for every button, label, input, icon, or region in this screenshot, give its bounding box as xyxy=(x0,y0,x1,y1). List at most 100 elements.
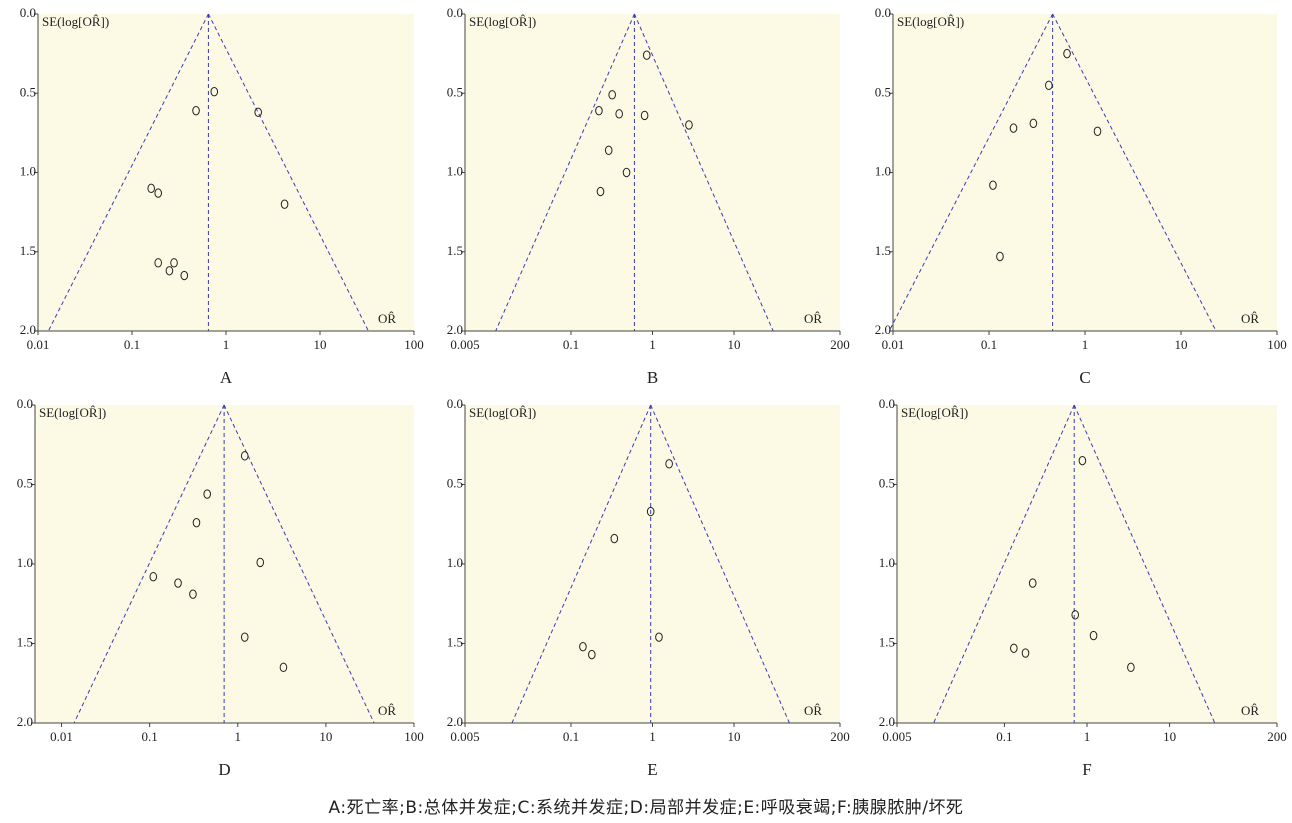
funnel-plot-panel-D: 0.0 0.5 1.0 1.5 2.0 0.01 0.1 1 10 100 SE(log[OR̂])… xyxy=(17,396,424,779)
y-axis-title: SE(log[OR̂]) xyxy=(42,14,109,29)
x-tick-label: 0.1 xyxy=(981,337,997,352)
panel-label: A xyxy=(220,368,233,387)
study-point xyxy=(240,632,249,642)
x-tick-label: 0.1 xyxy=(124,337,140,352)
study-point xyxy=(192,517,201,528)
funnel-left-limit xyxy=(511,404,652,724)
x-tick-label: 10 xyxy=(1163,729,1176,744)
y-tick-label: 1.5 xyxy=(879,635,895,650)
panel-label: D xyxy=(218,760,230,779)
study-point xyxy=(240,451,249,461)
x-tick-label: 0.01 xyxy=(882,337,905,352)
study-point xyxy=(646,506,655,517)
x-tick-label: 1 xyxy=(223,337,230,352)
x-tick-label: 0.1 xyxy=(563,729,579,744)
y-tick-label: 0.0 xyxy=(17,396,33,411)
funnel-plot-panel-E: 0.0 0.5 1.0 1.5 2.00.005 0.1 1 10 200 SE(log[OR̂]… xyxy=(447,396,850,779)
x-tick-label: 0.01 xyxy=(50,729,73,744)
y-axis-title: SE(log[OR̂]) xyxy=(469,405,536,420)
x-tick-label: 0.1 xyxy=(996,729,1012,744)
panel-label: E xyxy=(647,760,657,779)
x-axis-title: OR̂ xyxy=(1241,311,1259,326)
panel-label: F xyxy=(1082,760,1091,779)
figure-caption: A:死亡率;B:总体并发症;C:系统并发症;D:局部并发症;E:呼吸衰竭;F:胰… xyxy=(328,798,964,818)
x-axis-title: OR̂ xyxy=(378,703,396,718)
x-axis-title: OR̂ xyxy=(804,703,822,718)
panel-label: C xyxy=(1079,368,1090,387)
study-point xyxy=(1021,648,1030,658)
study-point xyxy=(1078,455,1087,466)
x-axis-title: OR̂ xyxy=(1241,703,1259,718)
x-tick-label: 1 xyxy=(649,337,656,352)
y-tick-label: 1.0 xyxy=(447,555,463,570)
y-tick-label: 0.5 xyxy=(875,84,891,99)
study-point xyxy=(655,632,663,642)
study-point xyxy=(280,199,289,209)
y-tick-label: 2.0 xyxy=(875,322,891,337)
study-point xyxy=(615,109,623,119)
funnel-left-limit xyxy=(47,13,209,332)
y-tick-label: 0.5 xyxy=(447,476,463,491)
y-tick-label: 1.0 xyxy=(879,555,895,570)
x-tick-label: 0.005 xyxy=(882,729,911,744)
funnel-right-limit xyxy=(1052,13,1217,332)
x-tick-label: 100 xyxy=(404,729,424,744)
x-tick-label: 0.005 xyxy=(450,729,479,744)
study-point xyxy=(1029,118,1038,129)
study-point xyxy=(596,186,605,197)
y-axis-title: SE(log[OR̂]) xyxy=(897,14,964,29)
y-tick-label: 1.0 xyxy=(20,164,36,179)
x-tick-label: 200 xyxy=(830,337,850,352)
x-tick-label: 100 xyxy=(404,337,424,352)
x-tick-label: 200 xyxy=(830,729,850,744)
x-tick-label: 10 xyxy=(314,337,327,352)
study-point xyxy=(595,105,603,116)
y-tick-label: 1.5 xyxy=(20,243,36,258)
study-point xyxy=(149,572,158,582)
plot-area xyxy=(35,405,414,723)
funnel-right-limit xyxy=(1073,404,1216,724)
y-tick-label: 2.0 xyxy=(447,714,463,729)
study-point xyxy=(154,258,163,268)
funnel-right-limit xyxy=(633,13,774,332)
study-point xyxy=(254,107,262,117)
x-tick-label: 0.1 xyxy=(142,729,158,744)
y-tick-label: 1.0 xyxy=(447,164,463,179)
x-tick-label: 1 xyxy=(649,729,656,744)
study-point xyxy=(165,266,174,276)
study-point xyxy=(279,662,288,673)
study-point xyxy=(604,145,613,156)
x-tick-label: 1 xyxy=(235,729,242,744)
funnel-plot-panel-A: 0.0 0.5 1.0 1.5 2.00.01 0.1 1 10 100 SE(log[OR̂])… xyxy=(20,5,424,387)
study-point xyxy=(588,649,596,660)
panel-label: B xyxy=(647,368,658,387)
study-point xyxy=(1028,578,1037,588)
y-tick-label: 0.5 xyxy=(879,476,895,491)
study-point xyxy=(608,90,616,100)
y-tick-label: 1.5 xyxy=(447,243,463,258)
y-tick-label: 0.0 xyxy=(20,5,36,20)
x-tick-label: 10 xyxy=(727,729,740,744)
study-point xyxy=(147,183,155,194)
y-tick-label: 1.5 xyxy=(447,635,463,650)
funnel-plot-panel-F: 0.0 0.5 1.0 1.5 2.00.005 0.1 1 10 200 SE(log[OR̂]… xyxy=(879,396,1287,779)
study-point xyxy=(685,120,693,130)
x-tick-label: 200 xyxy=(1267,729,1287,744)
plot-area xyxy=(897,405,1277,723)
y-tick-label: 1.0 xyxy=(17,555,33,570)
y-tick-label: 0.5 xyxy=(17,476,33,491)
study-point xyxy=(1009,123,1018,133)
funnel-right-limit xyxy=(223,404,375,724)
study-point xyxy=(996,251,1004,262)
study-point xyxy=(189,589,197,599)
study-point xyxy=(192,105,200,116)
study-point xyxy=(579,641,587,652)
funnel-right-limit xyxy=(207,13,369,332)
funnel-plot-panel-B: 0.0 0.5 1.0 1.5 2.00.005 0.1 1 10 200 SE(log[OR̂]… xyxy=(447,5,850,387)
study-point xyxy=(1071,610,1080,620)
x-tick-label: 0.01 xyxy=(27,337,50,352)
study-point xyxy=(203,489,212,499)
study-point xyxy=(1089,630,1098,641)
study-point xyxy=(1093,126,1102,136)
study-point xyxy=(174,578,182,588)
